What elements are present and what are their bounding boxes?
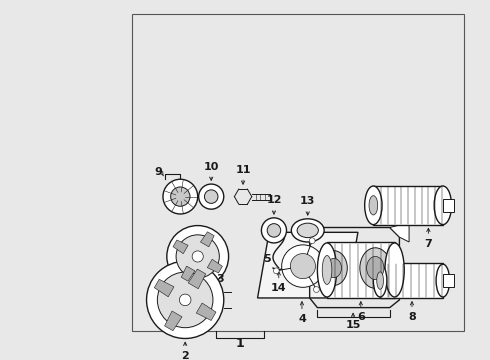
Polygon shape bbox=[200, 232, 214, 247]
Text: 13: 13 bbox=[300, 197, 316, 206]
Circle shape bbox=[309, 238, 315, 244]
Ellipse shape bbox=[373, 264, 387, 297]
Circle shape bbox=[314, 287, 319, 292]
Circle shape bbox=[176, 235, 220, 278]
Polygon shape bbox=[443, 274, 454, 287]
Circle shape bbox=[261, 218, 287, 243]
Polygon shape bbox=[258, 232, 358, 298]
Polygon shape bbox=[165, 311, 182, 331]
Ellipse shape bbox=[320, 251, 347, 285]
Text: 12: 12 bbox=[266, 195, 282, 206]
Polygon shape bbox=[181, 266, 195, 281]
Polygon shape bbox=[196, 303, 216, 320]
Ellipse shape bbox=[385, 243, 404, 297]
Circle shape bbox=[291, 253, 316, 279]
Polygon shape bbox=[443, 199, 454, 212]
Text: 6: 6 bbox=[357, 312, 365, 322]
Ellipse shape bbox=[377, 272, 384, 289]
Polygon shape bbox=[327, 242, 394, 298]
Ellipse shape bbox=[436, 264, 450, 297]
Text: 1: 1 bbox=[236, 337, 245, 350]
Circle shape bbox=[147, 261, 224, 338]
Text: 9: 9 bbox=[154, 167, 162, 176]
Polygon shape bbox=[188, 269, 206, 289]
Ellipse shape bbox=[434, 186, 452, 225]
Polygon shape bbox=[380, 263, 443, 298]
Circle shape bbox=[198, 184, 224, 209]
Circle shape bbox=[171, 187, 190, 206]
Circle shape bbox=[179, 294, 191, 306]
Text: 10: 10 bbox=[203, 162, 219, 172]
Ellipse shape bbox=[367, 256, 384, 280]
Ellipse shape bbox=[369, 195, 378, 215]
Ellipse shape bbox=[326, 258, 342, 278]
Polygon shape bbox=[390, 223, 409, 242]
Ellipse shape bbox=[297, 223, 318, 238]
Circle shape bbox=[204, 190, 218, 203]
Text: 11: 11 bbox=[235, 165, 251, 175]
Circle shape bbox=[157, 272, 213, 328]
Ellipse shape bbox=[360, 248, 391, 288]
Polygon shape bbox=[173, 240, 188, 254]
Polygon shape bbox=[373, 186, 443, 225]
Circle shape bbox=[163, 179, 197, 214]
Ellipse shape bbox=[318, 243, 337, 297]
Text: 2: 2 bbox=[181, 351, 189, 360]
Polygon shape bbox=[207, 259, 222, 273]
Circle shape bbox=[267, 224, 281, 237]
Text: 14: 14 bbox=[271, 283, 287, 293]
Polygon shape bbox=[154, 279, 174, 297]
Text: 4: 4 bbox=[298, 314, 306, 324]
Text: 5: 5 bbox=[264, 255, 271, 264]
Text: 7: 7 bbox=[424, 239, 432, 249]
Circle shape bbox=[192, 251, 203, 262]
Text: 15: 15 bbox=[345, 320, 361, 330]
Ellipse shape bbox=[365, 186, 382, 225]
Circle shape bbox=[273, 268, 279, 274]
Text: 3: 3 bbox=[216, 274, 224, 284]
Circle shape bbox=[167, 226, 229, 287]
Text: 8: 8 bbox=[408, 312, 416, 322]
Ellipse shape bbox=[292, 219, 324, 242]
Ellipse shape bbox=[322, 256, 332, 284]
Circle shape bbox=[282, 245, 324, 287]
